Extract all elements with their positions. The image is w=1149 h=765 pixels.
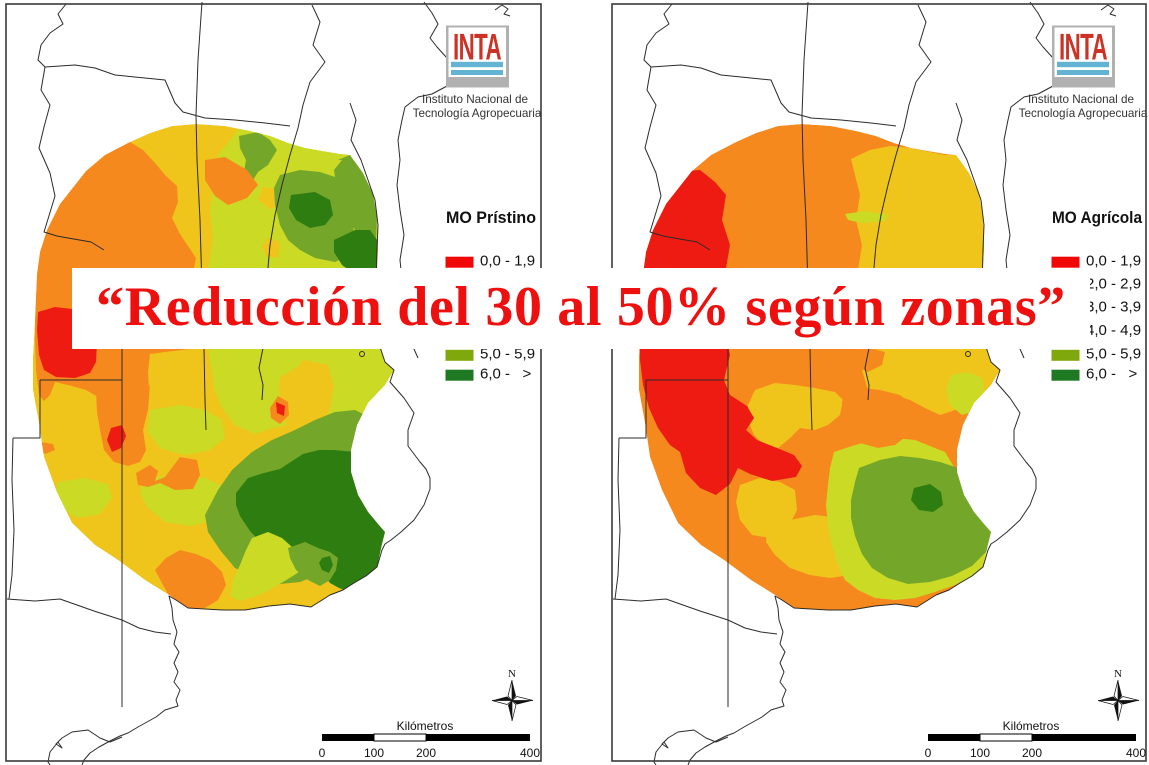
svg-text:MO Prístino: MO Prístino xyxy=(446,209,536,227)
svg-text:MO Agrícola: MO Agrícola xyxy=(1052,209,1143,227)
